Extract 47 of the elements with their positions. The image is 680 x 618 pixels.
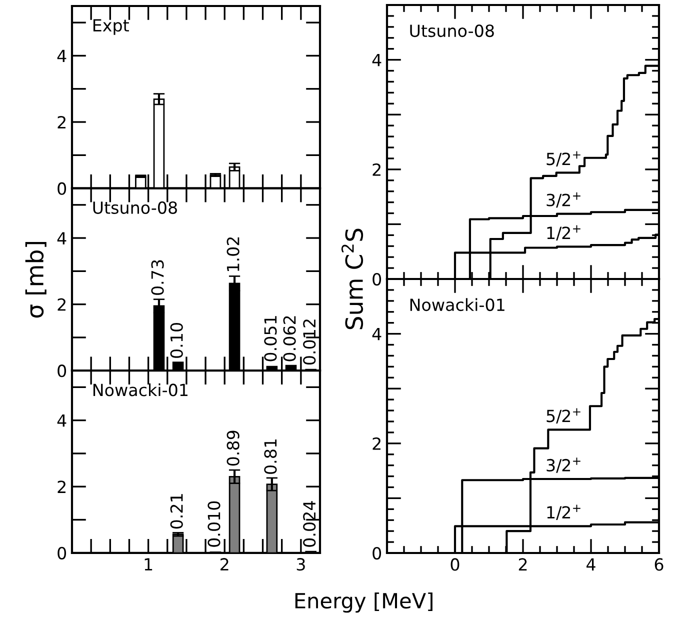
x-tick-label: 0 [450,558,460,571]
x-axis-title: Energy [MeV] [295,592,432,613]
y-tick-label: 2 [58,298,66,311]
text: Utsuno-08 [410,24,494,38]
x-tick-label: 4 [586,558,596,571]
y-tick-label: 2 [372,163,380,176]
y-tick-label: 0 [372,546,382,560]
x-tick-label: 2 [518,558,527,571]
series-label: 1/2$^{+}$ [547,225,580,240]
y-tick-label: 2 [58,116,66,128]
text: Nowacki-01 [93,383,188,396]
annotation: 0.73 [151,260,164,295]
text: Nowacki-01 [410,298,504,312]
y-tick-label: 4 [372,328,382,340]
y-tick-label: 0 [58,182,66,195]
y-tick-label: 2 [372,437,380,450]
series-label: 3/2$^{+}$ [546,458,580,473]
y-tick-label: 0 [372,272,382,286]
annotation: 0.21 [170,494,183,529]
annotation: 0.012 [303,320,316,365]
annotation: 0.10 [170,322,183,358]
y-tick-label: 4 [57,232,66,244]
annotation: 0.062 [283,316,296,362]
annotation: 0.051 [264,316,277,362]
x-tick-label: 2 [220,558,228,570]
series-label: 1/2$^{+}$ [547,504,580,520]
x-tick-label: 1 [144,558,152,570]
y-tick-label: 4 [372,54,382,66]
text: Expt [93,19,129,35]
y-tick-label: 4 [57,414,66,427]
annotation: 0.024 [303,501,316,547]
annotation: 0.010 [208,501,220,547]
text: Utsuno-08 [93,201,177,214]
annotation: 1.02 [226,237,240,271]
x-tick-label: 6 [654,558,664,571]
series-label: 5/2$^{+}$ [546,408,580,424]
y-tick-label: 4 [57,50,66,62]
y-axis-title: σ [mb] [25,242,46,318]
y-tick-label: 0 [58,364,66,378]
annotation: 0.89 [226,430,240,466]
series-label: 5/2$^{+}$ [546,151,580,167]
y-tick-label: 0 [58,546,66,560]
y-axis-title: Sum C$^{2}$S [341,228,364,330]
annotation: 0.81 [264,439,277,474]
x-tick-label: 3 [296,558,305,571]
y-tick-label: 2 [58,480,66,493]
series-label: 3/2$^{+}$ [546,192,580,208]
